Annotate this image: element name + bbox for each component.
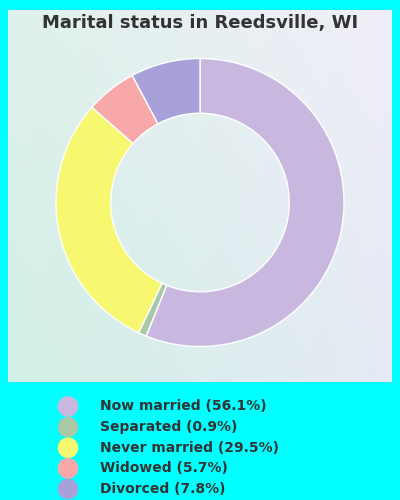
Text: Divorced (7.8%): Divorced (7.8%) — [100, 482, 226, 496]
Wedge shape — [132, 58, 200, 124]
Text: Now married (56.1%): Now married (56.1%) — [100, 400, 267, 413]
Point — [65, 485, 71, 493]
Text: Never married (29.5%): Never married (29.5%) — [100, 441, 279, 455]
Point — [65, 444, 71, 452]
Text: Marital status in Reedsville, WI: Marital status in Reedsville, WI — [42, 14, 358, 32]
Wedge shape — [92, 76, 158, 144]
Point — [65, 402, 71, 410]
Wedge shape — [146, 58, 344, 346]
Point — [65, 464, 71, 472]
Wedge shape — [56, 108, 162, 333]
Wedge shape — [139, 284, 167, 336]
Text: Widowed (5.7%): Widowed (5.7%) — [100, 462, 228, 475]
Point — [65, 423, 71, 431]
Text: Separated (0.9%): Separated (0.9%) — [100, 420, 237, 434]
